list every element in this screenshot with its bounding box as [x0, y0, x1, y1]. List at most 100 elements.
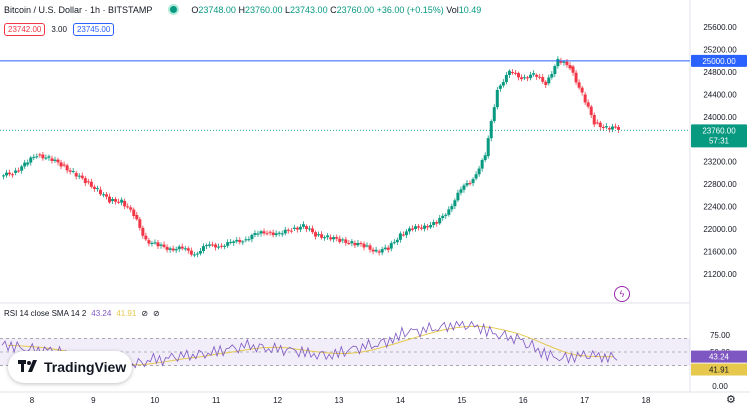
candle: [513, 72, 517, 74]
candle: [568, 65, 572, 69]
candle: [338, 238, 342, 243]
candle: [501, 82, 505, 86]
candle: [262, 231, 266, 234]
candle: [192, 254, 196, 256]
bar-countdown: 57:31: [709, 136, 730, 145]
candle: [271, 232, 275, 236]
candle: [250, 234, 254, 240]
sell-button[interactable]: 23742.00: [4, 23, 46, 36]
candle: [377, 251, 381, 253]
candle: [95, 188, 99, 190]
candle: [120, 199, 124, 203]
candle: [571, 66, 575, 73]
rsi-title[interactable]: RSI 14 close SMA 14 2: [4, 309, 87, 318]
candle: [526, 77, 530, 79]
candle: [529, 74, 533, 79]
candle: [283, 229, 287, 234]
candle: [105, 194, 108, 197]
candle: [583, 94, 587, 103]
time-tick-label: 16: [519, 396, 528, 405]
candle: [347, 243, 351, 245]
candle: [335, 237, 339, 239]
market-open-icon: [168, 4, 180, 15]
alert-price-label: 25000.00: [702, 57, 736, 66]
candle: [26, 162, 30, 165]
eye-off-icon[interactable]: ⊘: [153, 309, 160, 318]
symbol-title[interactable]: Bitcoin / U.S. Dollar · 1h · BITSTAMP: [4, 4, 153, 15]
candle: [329, 237, 333, 240]
buy-button[interactable]: 23745.00: [72, 23, 115, 36]
candle: [295, 227, 299, 230]
candle: [247, 239, 251, 241]
candle: [56, 159, 60, 163]
candle: [217, 246, 221, 248]
candle: [159, 244, 163, 246]
candle: [314, 232, 318, 237]
candle: [214, 244, 218, 248]
candle: [429, 224, 433, 228]
candle: [495, 89, 499, 108]
candle: [553, 66, 557, 75]
eye-off-icon[interactable]: ⊘: [141, 309, 149, 318]
candle: [195, 253, 199, 255]
candle: [117, 201, 121, 203]
candle: [423, 225, 427, 229]
candle: [98, 189, 102, 195]
candle: [180, 246, 184, 249]
rsi-sma-tag: [691, 363, 747, 376]
candle: [280, 233, 284, 235]
candle: [241, 241, 245, 243]
price-tick-label: 21600.00: [703, 247, 737, 256]
candle: [323, 237, 327, 239]
candle: [538, 76, 542, 78]
candle: [374, 249, 378, 252]
candle: [32, 156, 36, 158]
candle: [44, 157, 48, 159]
candle: [462, 185, 466, 190]
price-tick-label: 22800.00: [703, 180, 737, 189]
candle: [204, 245, 208, 247]
candle: [447, 209, 451, 215]
candle: [344, 239, 348, 244]
time-tick-label: 9: [91, 396, 96, 405]
time-tick-label: 8: [30, 396, 35, 405]
gear-icon[interactable]: ⚙: [726, 394, 736, 406]
candle: [407, 228, 411, 232]
rsi-sma-label: 41.91: [709, 366, 730, 375]
candle: [559, 60, 563, 63]
candle: [541, 77, 545, 82]
candle: [350, 241, 354, 244]
candle: [289, 230, 293, 232]
candle: [492, 107, 496, 122]
candle: [556, 58, 560, 67]
candle: [474, 174, 478, 179]
candle: [589, 106, 593, 115]
time-tick-label: 10: [150, 396, 159, 405]
candle: [53, 159, 57, 161]
price-tick-label: 25600.00: [703, 23, 737, 32]
candle: [535, 74, 539, 77]
rsi-tick-label: 0.00: [712, 382, 728, 391]
candle: [471, 179, 475, 184]
candle: [35, 156, 39, 158]
candle: [326, 235, 330, 238]
candle: [86, 181, 90, 183]
candle: [132, 209, 136, 216]
candle: [414, 226, 417, 229]
candle: [162, 244, 166, 247]
price-tick-label: 22000.00: [703, 225, 737, 234]
candle: [362, 243, 366, 248]
candle: [510, 72, 514, 74]
candle: [126, 206, 130, 208]
candle: [226, 242, 230, 246]
tradingview-logo[interactable]: TradingView: [8, 351, 132, 383]
flash-icon[interactable]: ϟ: [614, 286, 630, 302]
candle: [504, 74, 508, 83]
candle: [8, 172, 12, 175]
candle: [532, 73, 536, 75]
price-tick-label: 25200.00: [703, 46, 737, 55]
candle: [574, 72, 578, 83]
candle: [171, 248, 175, 251]
candle: [304, 226, 308, 230]
